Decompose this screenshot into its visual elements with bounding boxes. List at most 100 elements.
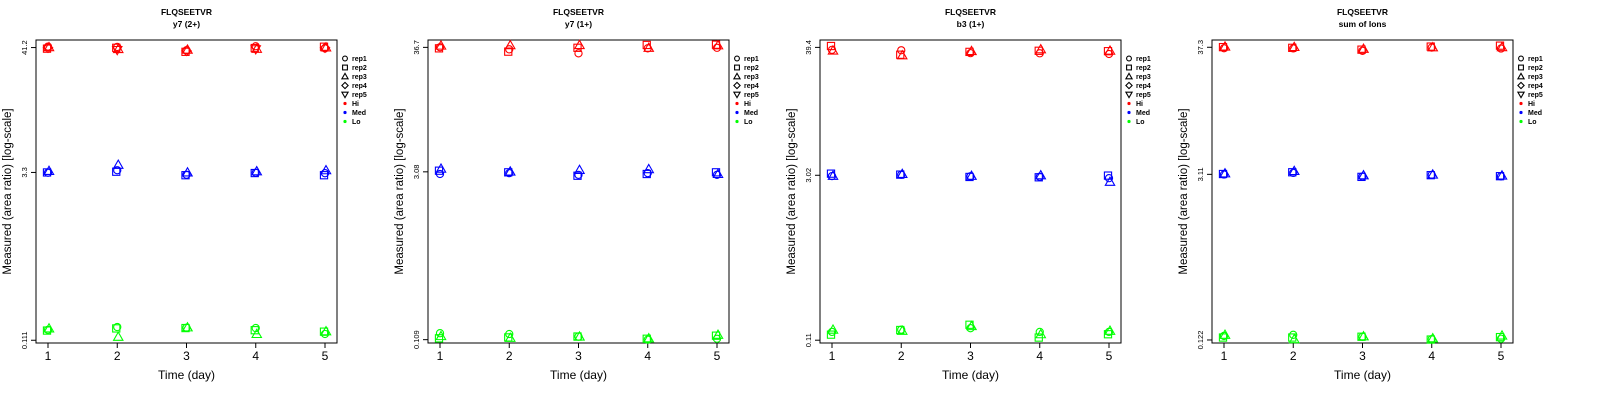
y-tick-label: 0.11 (804, 333, 813, 347)
y-tick-label: 37.3 (1196, 40, 1205, 55)
legend-label: Lo (744, 119, 753, 126)
data-point-lo-rep3 (181, 321, 194, 332)
data-point-hi-rep2 (1218, 42, 1228, 52)
x-tick-label: 4 (252, 349, 259, 363)
data-point-lo-rep2 (711, 331, 721, 340)
chart-title: FLQSEETVR (161, 7, 212, 17)
data-point-med-rep3 (251, 165, 263, 176)
legend-label: Lo (1136, 119, 1145, 126)
data-point-lo-rep3 (251, 328, 263, 339)
legend-marker-rep3 (732, 72, 742, 80)
x-tick-label: 3 (183, 349, 190, 363)
data-point-med-rep3 (320, 164, 332, 175)
data-point-hi-rep2 (319, 42, 329, 51)
legend-swatch-lo (343, 119, 347, 124)
data-point-lo-rep3 (1427, 332, 1439, 343)
legend-label: rep1 (744, 56, 759, 63)
legend-marker-rep3 (340, 72, 350, 80)
x-tick-label: 1 (437, 349, 444, 363)
legend-marker-rep1 (734, 55, 740, 62)
y-tick-label: 41.2 (20, 40, 29, 55)
data-point-med-rep3 (435, 162, 447, 173)
y-tick-label: 3.02 (804, 168, 813, 183)
data-point-med-rep2 (1426, 171, 1435, 180)
data-point-med-rep3 (1496, 169, 1508, 180)
data-point-med-rep3 (1427, 168, 1439, 179)
legend-label: rep1 (1528, 56, 1543, 63)
x-tick-label: 5 (322, 349, 329, 363)
y-tick-label: 39.4 (804, 40, 813, 55)
legend-marker-rep1 (1126, 55, 1132, 62)
data-point-med-rep3 (896, 168, 908, 179)
data-point-hi-rep5 (250, 45, 262, 56)
legend-marker-rep4 (341, 81, 349, 90)
x-tick-label: 4 (1428, 349, 1435, 363)
legend-swatch-lo (735, 119, 739, 124)
data-point-hi-rep4 (181, 45, 192, 57)
data-point-hi-rep1 (1358, 46, 1367, 55)
chart-title: FLQSEETVR (553, 7, 604, 17)
legend-marker-rep5 (340, 91, 350, 99)
x-tick-label: 1 (829, 349, 836, 363)
data-point-lo-rep2 (112, 324, 121, 333)
legend-marker-rep3 (1124, 72, 1134, 80)
data-point-hi-rep3 (643, 41, 655, 52)
data-point-lo-rep1 (827, 327, 837, 337)
data-point-hi-rep2 (1357, 45, 1366, 54)
y-tick-label: 36.7 (412, 40, 421, 55)
data-point-med-rep3 (1357, 169, 1370, 180)
chart-subtitle: y7 (2+) (173, 19, 200, 29)
data-point-hi-rep3 (1427, 41, 1439, 52)
x-tick-label: 2 (1290, 349, 1297, 363)
y-axis-label: Measured (area ratio) [log-scale] (1178, 108, 1190, 274)
chart-subtitle: y7 (1+) (565, 19, 592, 29)
legend-label: Med (1136, 110, 1150, 117)
data-point-hi-rep3 (1288, 41, 1300, 52)
data-point-lo-rep3 (643, 332, 655, 343)
y-tick-label: 0.122 (1196, 331, 1205, 350)
x-axis-label: Time (day) (550, 368, 607, 382)
data-point-med-rep3 (1288, 165, 1300, 176)
legend-swatch-hi (1127, 101, 1131, 106)
legend-label: Hi (1136, 101, 1143, 108)
x-tick-label: 4 (1036, 349, 1043, 363)
data-point-med-rep2 (642, 169, 651, 179)
data-point-med-rep3 (181, 166, 194, 177)
legend-marker-rep2 (1518, 64, 1524, 71)
legend-swatch-med (343, 110, 347, 115)
legend-swatch-lo (1127, 119, 1131, 124)
legend-label: rep2 (352, 65, 367, 72)
x-tick-label: 3 (1359, 349, 1366, 363)
y-tick-label: 3.08 (412, 165, 421, 180)
data-point-lo-rep1 (435, 329, 445, 338)
y-axis-label: Measured (area ratio) [log-scale] (786, 108, 798, 274)
legend-swatch-hi (343, 101, 347, 106)
data-point-med-rep2 (319, 171, 329, 180)
x-tick-label: 3 (967, 349, 974, 363)
legend-label: rep3 (1136, 74, 1151, 81)
legend-label: rep2 (744, 65, 759, 72)
data-point-med-rep1 (574, 170, 583, 180)
x-axis-label: Time (day) (158, 368, 215, 382)
data-point-med-rep2 (965, 172, 974, 182)
data-point-lo-rep3 (1104, 324, 1116, 335)
legend-marker-rep1 (342, 55, 348, 62)
data-point-hi-rep2 (504, 47, 513, 56)
data-point-hi-rep3 (896, 49, 908, 60)
data-point-lo-rep1 (1035, 327, 1044, 337)
data-point-lo-rep3 (827, 323, 839, 334)
data-point-med-rep2 (1288, 168, 1297, 177)
chart-title: FLQSEETVR (945, 7, 996, 17)
x-axis-label: Time (day) (942, 368, 999, 382)
legend-label: rep4 (744, 83, 759, 90)
data-point-hi-rep5 (111, 45, 123, 56)
legend: rep1 rep2 rep3 rep4 rep5 Hi Med Lo (1124, 55, 1151, 126)
x-tick-label: 2 (506, 349, 513, 363)
data-point-lo-rep3 (712, 329, 724, 339)
data-point-hi-rep3 (435, 39, 447, 50)
data-point-med-rep2 (896, 170, 905, 179)
chart-panel-3: FLQSEETVR b3 (1+) 1 2 3 4 5 Time (day) 0.11 3.02 3… (786, 7, 1151, 382)
data-point-lo-rep3 (43, 322, 55, 333)
legend-swatch-med (735, 110, 739, 115)
x-tick-label: 5 (714, 349, 721, 363)
